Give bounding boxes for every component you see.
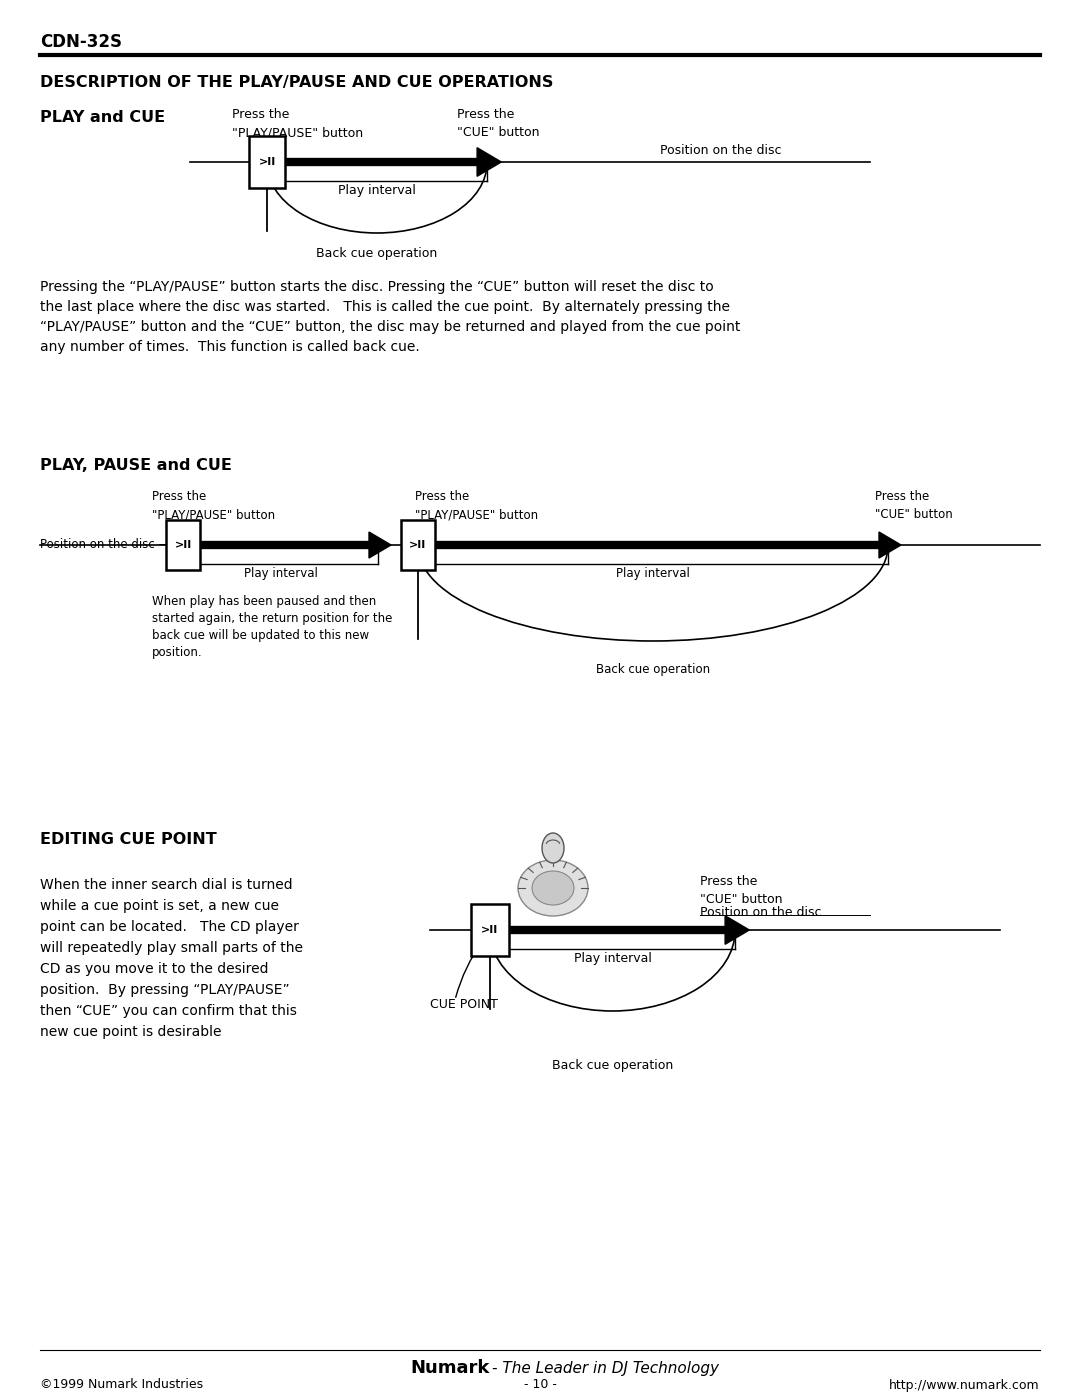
Polygon shape bbox=[477, 148, 501, 176]
Polygon shape bbox=[369, 532, 391, 557]
Ellipse shape bbox=[532, 870, 573, 905]
Text: PLAY and CUE: PLAY and CUE bbox=[40, 110, 165, 126]
Text: When play has been paused and then: When play has been paused and then bbox=[152, 595, 376, 608]
Text: Press the
"PLAY/PAUSE" button: Press the "PLAY/PAUSE" button bbox=[232, 108, 363, 138]
Text: Back cue operation: Back cue operation bbox=[596, 664, 710, 676]
Text: Play interval: Play interval bbox=[244, 567, 318, 580]
Text: Play interval: Play interval bbox=[616, 567, 690, 580]
Text: Pressing the “PLAY/PAUSE” button starts the disc. Pressing the “CUE” button will: Pressing the “PLAY/PAUSE” button starts … bbox=[40, 279, 714, 293]
Text: point can be located.   The CD player: point can be located. The CD player bbox=[40, 921, 299, 935]
Text: “PLAY/PAUSE” button and the “CUE” button, the disc may be returned and played fr: “PLAY/PAUSE” button and the “CUE” button… bbox=[40, 320, 741, 334]
Text: Position on the disc: Position on the disc bbox=[660, 144, 782, 158]
Text: Press the
"CUE" button: Press the "CUE" button bbox=[457, 108, 540, 138]
Bar bbox=[249, 136, 285, 189]
Text: while a cue point is set, a new cue: while a cue point is set, a new cue bbox=[40, 900, 279, 914]
Polygon shape bbox=[725, 915, 750, 944]
Ellipse shape bbox=[542, 833, 564, 863]
Text: started again, the return position for the: started again, the return position for t… bbox=[152, 612, 392, 624]
Text: new cue point is desirable: new cue point is desirable bbox=[40, 1025, 221, 1039]
Ellipse shape bbox=[518, 861, 588, 916]
Text: Press the
"CUE" button: Press the "CUE" button bbox=[700, 875, 783, 907]
Bar bbox=[401, 520, 435, 570]
Text: ©1999 Numark Industries: ©1999 Numark Industries bbox=[40, 1379, 203, 1391]
Text: CD as you move it to the desired: CD as you move it to the desired bbox=[40, 963, 269, 977]
Text: will repeatedly play small parts of the: will repeatedly play small parts of the bbox=[40, 942, 303, 956]
Text: >II: >II bbox=[482, 925, 499, 935]
Text: Play interval: Play interval bbox=[338, 184, 416, 197]
Text: >II: >II bbox=[258, 156, 275, 168]
Text: - The Leader in DJ Technology: - The Leader in DJ Technology bbox=[492, 1361, 719, 1376]
Text: DESCRIPTION OF THE PLAY/PAUSE AND CUE OPERATIONS: DESCRIPTION OF THE PLAY/PAUSE AND CUE OP… bbox=[40, 75, 553, 91]
Text: http://www.numark.com: http://www.numark.com bbox=[889, 1379, 1040, 1391]
Text: CUE POINT: CUE POINT bbox=[430, 999, 498, 1011]
Text: the last place where the disc was started.   This is called the cue point.  By a: the last place where the disc was starte… bbox=[40, 300, 730, 314]
Text: When the inner search dial is turned: When the inner search dial is turned bbox=[40, 877, 293, 893]
Text: Numark: Numark bbox=[410, 1359, 490, 1377]
Text: >II: >II bbox=[174, 541, 191, 550]
Text: Position on the disc —: Position on the disc — bbox=[40, 538, 171, 552]
Text: >II: >II bbox=[409, 541, 427, 550]
Text: back cue will be updated to this new: back cue will be updated to this new bbox=[152, 629, 369, 643]
Text: PLAY, PAUSE and CUE: PLAY, PAUSE and CUE bbox=[40, 457, 232, 472]
Bar bbox=[471, 904, 509, 956]
Text: Position on the disc: Position on the disc bbox=[700, 905, 822, 918]
Bar bbox=[166, 520, 200, 570]
Text: then “CUE” you can confirm that this: then “CUE” you can confirm that this bbox=[40, 1004, 297, 1018]
Text: Press the
"PLAY/PAUSE" button: Press the "PLAY/PAUSE" button bbox=[415, 490, 538, 521]
Text: Press the
"PLAY/PAUSE" button: Press the "PLAY/PAUSE" button bbox=[152, 490, 275, 521]
Text: Play interval: Play interval bbox=[573, 951, 651, 965]
Text: Back cue operation: Back cue operation bbox=[552, 1059, 673, 1071]
Text: position.  By pressing “PLAY/PAUSE”: position. By pressing “PLAY/PAUSE” bbox=[40, 983, 289, 997]
Polygon shape bbox=[879, 532, 901, 557]
Text: Back cue operation: Back cue operation bbox=[316, 247, 437, 260]
Text: Press the
"CUE" button: Press the "CUE" button bbox=[875, 490, 953, 521]
Text: position.: position. bbox=[152, 645, 203, 659]
Text: any number of times.  This function is called back cue.: any number of times. This function is ca… bbox=[40, 339, 420, 353]
Text: - 10 -: - 10 - bbox=[524, 1379, 556, 1391]
Text: EDITING CUE POINT: EDITING CUE POINT bbox=[40, 833, 217, 848]
Text: CDN-32S: CDN-32S bbox=[40, 34, 122, 52]
